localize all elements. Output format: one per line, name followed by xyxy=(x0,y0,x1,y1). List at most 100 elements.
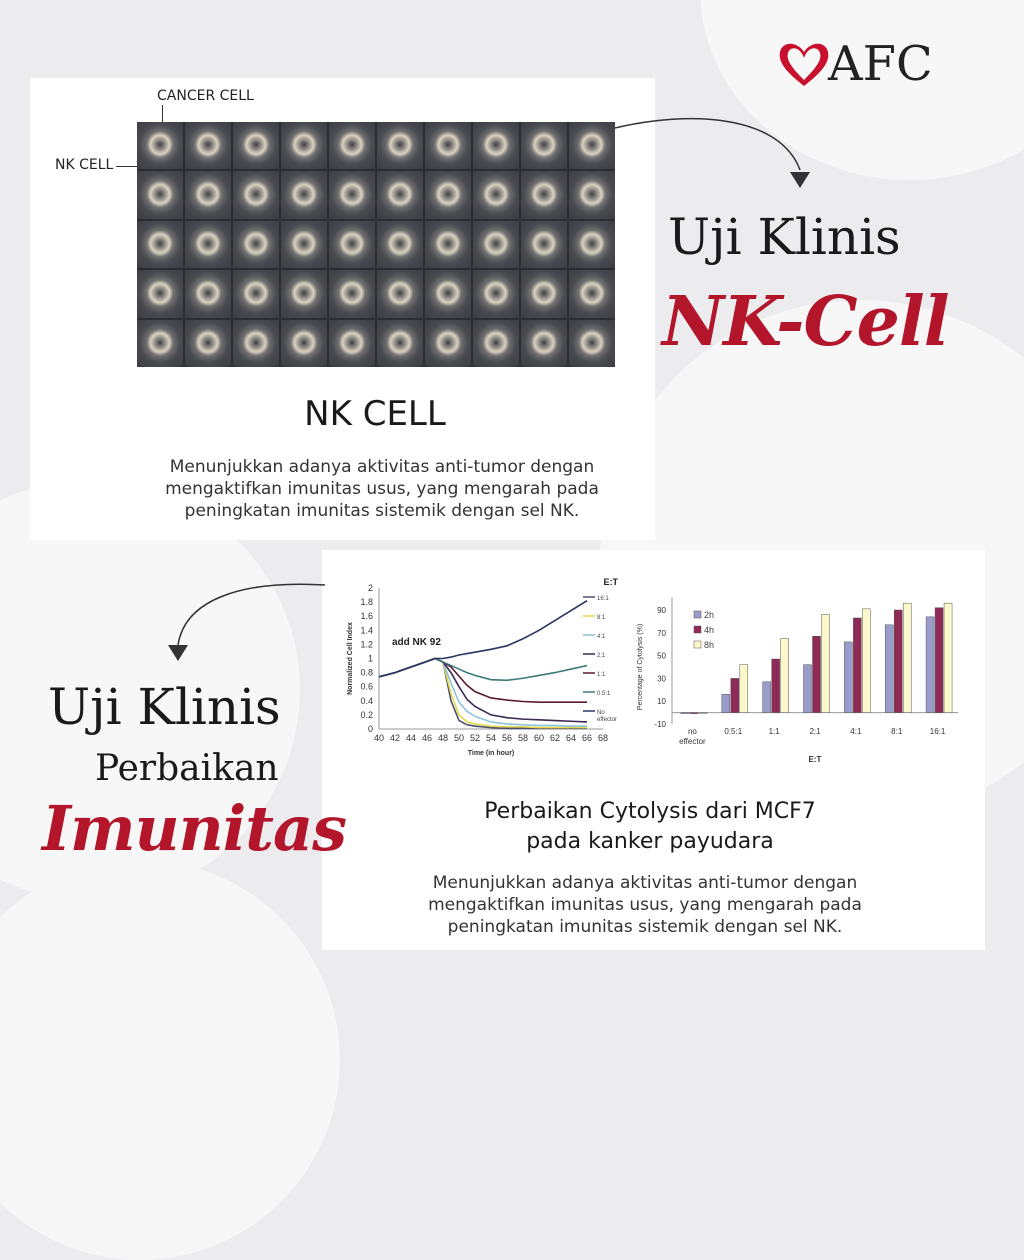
legend-label: 0.5:1 xyxy=(597,691,611,697)
cell-image xyxy=(521,171,567,219)
y-tick-label: 0.8 xyxy=(360,668,373,678)
bar-4h-4:1 xyxy=(853,617,862,713)
bar-8h-2:1 xyxy=(821,614,830,713)
bar-8h-no effector xyxy=(698,712,708,714)
x-tick-label: 50 xyxy=(454,733,464,743)
x-tick-label: 0.5:1 xyxy=(724,727,742,736)
y-tick-label: 90 xyxy=(657,606,666,615)
bar-2h-8:1 xyxy=(884,624,894,713)
cell-image xyxy=(473,270,519,318)
y-tick-label: 1.4 xyxy=(360,625,373,635)
cell-image xyxy=(137,171,183,219)
cell-image xyxy=(233,171,279,219)
x-tick-label: 62 xyxy=(550,733,560,743)
bar-8h-1:1 xyxy=(780,638,789,713)
cell-image xyxy=(233,319,279,367)
x-tick-label: 60 xyxy=(534,733,544,743)
x-tick-label: 52 xyxy=(470,733,480,743)
series-line-1:1 xyxy=(378,657,587,704)
card1-description: Menunjukkan adanya aktivitas anti-tumor … xyxy=(165,457,599,521)
cell-image xyxy=(521,122,567,170)
legend-swatch xyxy=(693,625,702,634)
bar-8h-0.5:1 xyxy=(739,664,749,713)
cell-image xyxy=(185,270,231,318)
cell-image xyxy=(377,122,423,170)
x-tick-label: 2:1 xyxy=(809,727,821,736)
cytolysis-bar-chart: -10 10 30 50 70 90 no effector 0.5:1 1:1 2:1 4:1 8:1… xyxy=(637,597,958,764)
annotation-add-nk92: add NK 92 xyxy=(392,637,441,648)
legend-label: No effector xyxy=(597,710,617,723)
cell-image xyxy=(281,171,327,219)
bar-4h-16:1 xyxy=(934,607,944,713)
cell-image xyxy=(377,270,423,318)
cell-image xyxy=(233,220,279,269)
cell-image xyxy=(569,319,615,367)
cell-image xyxy=(473,220,519,269)
legend-label: 1:1 xyxy=(597,672,606,678)
x-tick-label: 66 xyxy=(582,733,592,743)
cell-image xyxy=(185,122,231,170)
nk-cell-label: NK CELL xyxy=(55,157,114,173)
cell-image xyxy=(473,171,519,219)
bar-2h-4:1 xyxy=(844,641,853,713)
cell-image xyxy=(521,319,567,367)
card1-title: NK CELL xyxy=(304,394,446,434)
cell-image xyxy=(569,220,615,269)
cell-image xyxy=(281,319,327,367)
afc-logo: AFC xyxy=(776,36,933,92)
y-tick-label: 1 xyxy=(368,654,373,664)
legend-label: 16:1 xyxy=(597,596,609,602)
cell-image xyxy=(425,171,471,219)
y-tick-label: 0.6 xyxy=(360,682,373,692)
x-tick-label: 54 xyxy=(486,733,496,743)
y-tick-label: 0.4 xyxy=(360,696,373,706)
cell-image xyxy=(425,122,471,170)
bar-4h-2:1 xyxy=(812,635,821,713)
bar-4h-8:1 xyxy=(893,609,903,713)
cell-image xyxy=(281,220,327,269)
x-tick-label: 4:1 xyxy=(850,727,862,736)
series-line-4:1 xyxy=(378,657,587,727)
y-axis-label: Normalized Cell Index xyxy=(347,622,354,695)
legend-label: 8h xyxy=(704,640,714,650)
cell-image xyxy=(329,319,375,367)
y-tick-label: 0.2 xyxy=(360,710,373,720)
legend-label: 2h xyxy=(704,610,714,620)
card2-title-line1: Perbaikan Cytolysis dari MCF7 xyxy=(484,799,816,824)
y-tick-label: 50 xyxy=(657,652,666,661)
x-tick-label: 46 xyxy=(422,733,432,743)
y-tick-label: 1.8 xyxy=(360,597,373,607)
x-tick-label: 40 xyxy=(374,733,384,743)
y-tick-label: 10 xyxy=(657,697,666,706)
x-axis-label: E:T xyxy=(809,755,822,764)
cell-image xyxy=(137,122,183,170)
cell-image xyxy=(185,319,231,367)
cell-image xyxy=(329,122,375,170)
cell-image xyxy=(377,171,423,219)
y-tick-label: 0 xyxy=(368,724,373,734)
arrow-to-heading2 xyxy=(168,583,326,661)
x-tick-label: 64 xyxy=(566,733,576,743)
heading2-line3: Imunitas xyxy=(42,792,347,865)
y-tick-label: 2 xyxy=(368,583,373,593)
bar-2h-no effector xyxy=(680,712,690,714)
card2-title: Perbaikan Cytolysis dari MCF7 pada kanke… xyxy=(430,797,870,857)
cell-image xyxy=(185,220,231,269)
heart-logo-icon xyxy=(779,43,829,86)
cell-image xyxy=(473,122,519,170)
x-tick-label: 44 xyxy=(406,733,416,743)
cell-image xyxy=(569,171,615,219)
y-tick-label: -10 xyxy=(654,720,666,729)
x-tick-label: 42 xyxy=(390,733,400,743)
cell-image xyxy=(425,220,471,269)
heading2-line1: Uji Klinis xyxy=(48,678,281,736)
heading1-line1: Uji Klinis xyxy=(668,208,901,266)
bar-2h-0.5:1 xyxy=(721,694,731,713)
legend-label: 2:1 xyxy=(597,653,606,659)
bar-8h-4:1 xyxy=(862,608,871,713)
cell-image xyxy=(521,220,567,269)
bar-2h-2:1 xyxy=(803,664,812,713)
legend-label: 4:1 xyxy=(597,634,606,640)
bar-4h-1:1 xyxy=(771,658,780,713)
legend-swatch xyxy=(693,610,702,619)
